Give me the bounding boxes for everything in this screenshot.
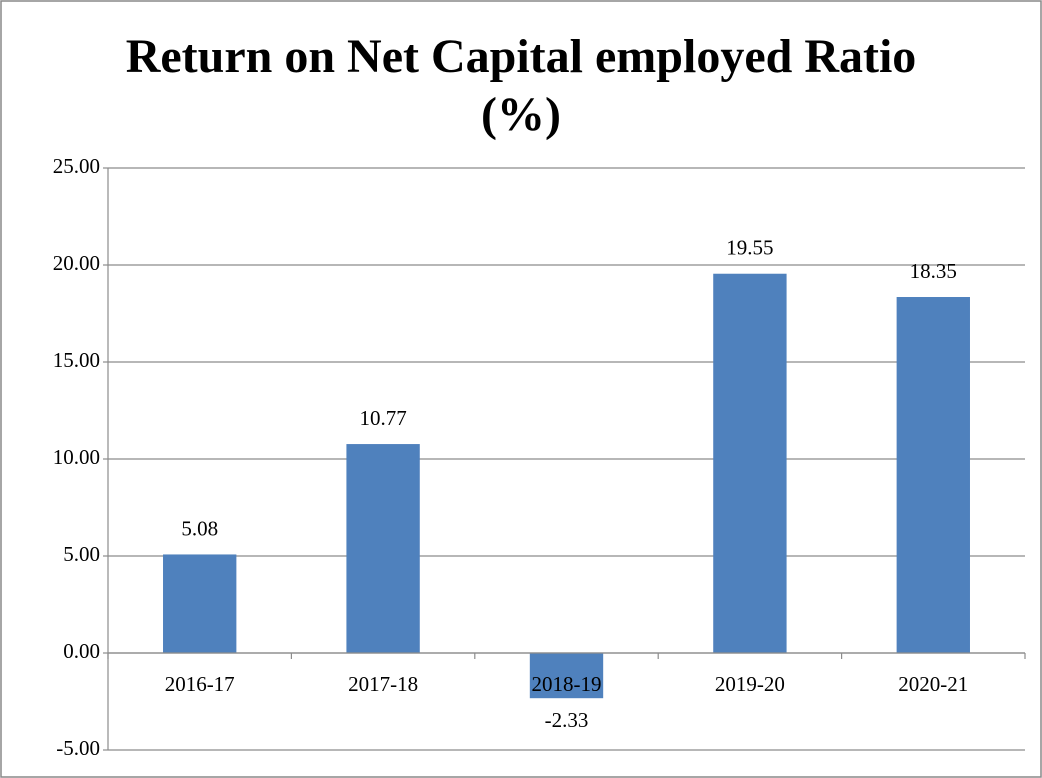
x-tick-label: 2017-18	[348, 672, 418, 696]
chart-title: Return on Net Capital employed Ratio (%)	[125, 30, 917, 141]
value-label: -2.33	[545, 708, 589, 732]
y-tick-label: 20.00	[53, 251, 100, 275]
value-label: 10.77	[359, 406, 406, 430]
value-label: 18.35	[910, 259, 957, 283]
bar	[346, 444, 420, 653]
x-tick-label: 2018-19	[532, 672, 602, 696]
y-tick-label: -5.00	[56, 736, 100, 760]
x-tick-label: 2016-17	[165, 672, 235, 696]
bar	[713, 273, 787, 653]
x-tick-label: 2020-21	[898, 672, 968, 696]
value-label: 19.55	[726, 236, 773, 260]
value-label: 5.08	[181, 516, 218, 540]
y-tick-label: 15.00	[53, 348, 100, 372]
y-tick-label: 5.00	[63, 542, 100, 566]
y-tick-label: 10.00	[53, 445, 100, 469]
bar	[163, 554, 237, 653]
bar	[529, 653, 604, 699]
x-tick-label: 2019-20	[715, 672, 785, 696]
y-tick-label: 25.00	[53, 154, 100, 178]
y-tick-label: 0.00	[63, 639, 100, 663]
bar	[896, 297, 970, 653]
